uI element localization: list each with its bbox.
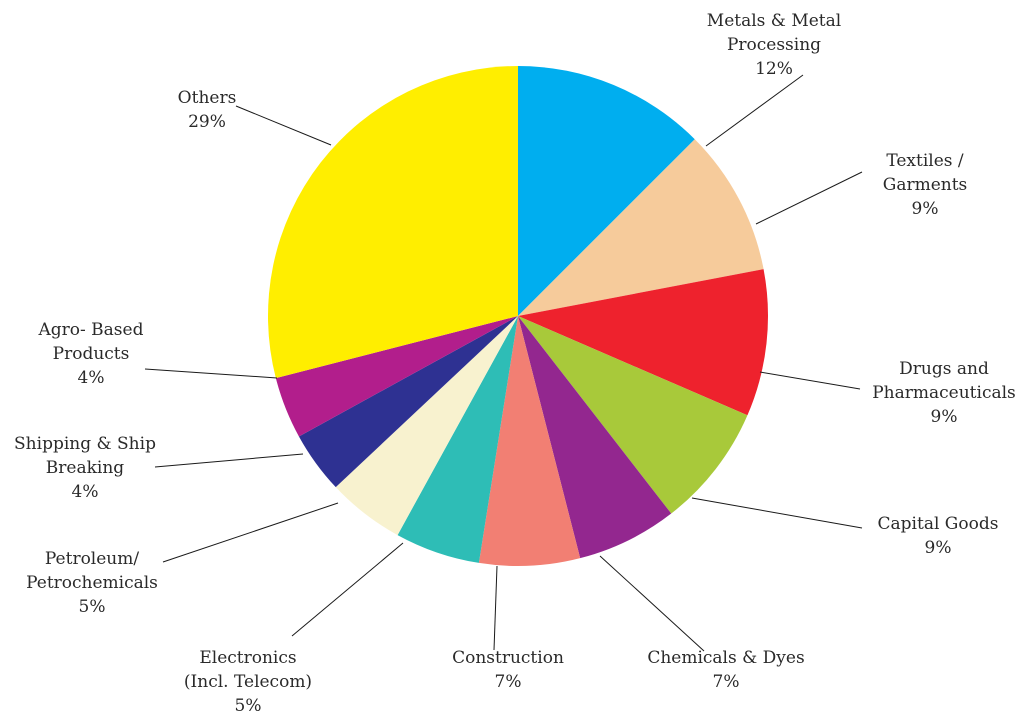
slice-label: Petroleum/Petrochemicals 5% [26, 549, 158, 617]
leader-line [759, 371, 861, 390]
pie-slice [275, 316, 518, 437]
slice-label-line: Textiles / [886, 151, 964, 171]
slice-label-line: Petrochemicals [26, 573, 158, 593]
slice-label: Drugs and Pharmaceuticals 9% [872, 359, 1016, 427]
slice-label: Metals & Metal Processing 12% [707, 11, 841, 79]
pie-slice [298, 316, 518, 488]
pie-slice [518, 269, 769, 416]
slice-label: Electronics (Incl. Telecom) 5% [184, 648, 312, 716]
slice-label-line: Metals & Metal [707, 11, 841, 31]
pie-slice [518, 66, 695, 316]
slice-percent: 5% [79, 597, 106, 617]
leader-line [705, 74, 804, 147]
leader-line [291, 542, 404, 637]
slice-label-line: Capital Goods [878, 514, 999, 534]
slice-label-line: Electronics [199, 648, 296, 668]
pie-slice [518, 316, 748, 514]
slice-label: Capital Goods 9% [878, 514, 999, 558]
slice-label-line: Chemicals & Dyes [647, 648, 804, 668]
leader-line [235, 105, 332, 146]
leader-line [599, 555, 705, 652]
slice-label-line: Drugs and [899, 359, 989, 379]
slice-label-line: Agro- Based [38, 320, 144, 340]
pie-slice [397, 316, 518, 563]
slice-label-line: Processing [727, 35, 821, 55]
leader-line [755, 171, 863, 225]
pie-slice [267, 66, 518, 379]
leader-line [154, 453, 304, 468]
slice-percent: 12% [755, 59, 793, 79]
slice-label-line: Breaking [46, 458, 125, 478]
slice-label-line: Garments [883, 175, 968, 195]
slice-percent: 7% [495, 672, 522, 692]
slice-label-line: Others [178, 88, 237, 108]
slice-label: Shipping & Ship Breaking 4% [14, 434, 156, 502]
slice-label-line: Petroleum/ [45, 549, 139, 569]
slice-label: Agro- Based Products 4% [38, 320, 144, 388]
slice-label: Textiles / Garments 9% [883, 151, 968, 219]
slice-percent: 9% [912, 199, 939, 219]
pie-slice [518, 139, 764, 316]
slice-percent: 9% [931, 407, 958, 427]
slice-label: Construction 7% [452, 648, 564, 692]
slice-percent: 29% [188, 112, 226, 132]
slice-percent: 9% [925, 538, 952, 558]
slice-label: Chemicals & Dyes 7% [647, 648, 804, 692]
leader-line [493, 565, 498, 651]
slice-label-line: (Incl. Telecom) [184, 672, 312, 692]
leader-line [144, 368, 278, 379]
slice-label-line: Shipping & Ship [14, 434, 156, 454]
slice-label-line: Construction [452, 648, 564, 668]
slice-percent: 4% [72, 482, 99, 502]
slice-label: Others 29% [178, 88, 237, 132]
slice-label-line: Pharmaceuticals [872, 383, 1016, 403]
slice-percent: 4% [78, 368, 105, 388]
slice-percent: 7% [713, 672, 740, 692]
pie-slice [518, 316, 672, 559]
leader-line [162, 502, 339, 563]
pie-slice [478, 316, 581, 567]
leader-line [691, 497, 863, 529]
slice-label-line: Products [53, 344, 130, 364]
slice-percent: 5% [235, 696, 262, 716]
pie-slice [335, 316, 518, 536]
